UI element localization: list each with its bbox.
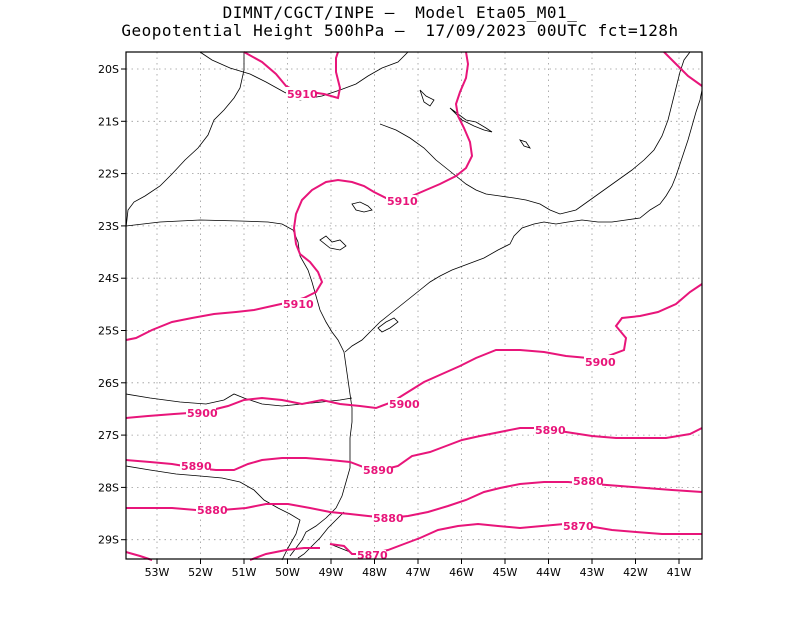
contour-label-5890-a: 5890: [535, 424, 566, 437]
border-rj-mg: [379, 51, 691, 215]
lat-tick-label: 25S: [98, 325, 119, 338]
lat-tick-label: 26S: [98, 377, 119, 390]
contour-5910-east: [125, 51, 474, 341]
contour-label-5880-c: 5880: [197, 504, 228, 517]
lon-tick-label: 50W: [275, 566, 300, 579]
lake-sp-1: [351, 201, 373, 213]
lon-tick-label: 53W: [145, 566, 170, 579]
lon-tick-label: 41W: [667, 566, 692, 579]
lat-tick-label: 22S: [98, 168, 119, 181]
contour-label-5910-b: 5910: [387, 195, 418, 208]
contour-label-5900-b: 5900: [389, 398, 420, 411]
contour-label-5880-b: 5880: [373, 512, 404, 525]
contour-lines: [125, 51, 703, 561]
border-sc: [125, 393, 353, 407]
lon-tick-label: 46W: [449, 566, 474, 579]
contour-label-5900-c: 5900: [187, 407, 218, 420]
lon-tick-label: 43W: [580, 566, 605, 579]
lon-tick-label: 49W: [319, 566, 344, 579]
contour-5870-south: [125, 522, 702, 561]
coast-sc: [335, 351, 353, 509]
grid-lines: [126, 52, 702, 559]
coastline-borders: [125, 51, 703, 561]
contour-label-5870-a: 5870: [563, 520, 594, 533]
contour-label-5910-c: 5910: [283, 298, 314, 311]
lat-tick-label: 23S: [98, 220, 119, 233]
map-title: DIMNT/CGCT/INPE – Model Eta05_M01_ Geopo…: [0, 4, 800, 40]
contour-label-5910-a: 5910: [287, 88, 318, 101]
lat-tick-label: 28S: [98, 481, 119, 494]
lagoon: [297, 511, 351, 559]
contour-label-5900-a: 5900: [585, 356, 616, 369]
lake-mg: [419, 89, 493, 133]
title-line-2: Geopotential Height 500hPa – 17/09/2023 …: [121, 21, 679, 40]
coast-sp: [344, 89, 703, 353]
lake-sp-2: [319, 235, 347, 251]
border-rs: [125, 465, 301, 561]
lon-tick-label: 48W: [362, 566, 387, 579]
lon-tick-label: 47W: [406, 566, 431, 579]
lat-tick-label: 24S: [98, 272, 119, 285]
lon-tick-label: 45W: [493, 566, 518, 579]
lon-tick-label: 42W: [623, 566, 648, 579]
lake-rj: [519, 139, 531, 149]
lat-tick-label: 29S: [98, 534, 119, 547]
contour-5910-north: [243, 51, 342, 100]
lon-tick-label: 44W: [536, 566, 561, 579]
lat-tick-label: 21S: [98, 115, 119, 128]
contour-label-5890-c: 5890: [181, 460, 212, 473]
title-line-1: DIMNT/CGCT/INPE – Model Eta05_M01_: [222, 3, 578, 22]
axis-ticks: 53W 52W 51W 50W 49W 48W 47W 46W 45W 44W 43W 42W 41W 2…: [98, 63, 692, 579]
contour-labels: 5910 5910 5910 5900 5900 5900 5890 5890 …: [180, 87, 616, 562]
contour-5890: [125, 427, 703, 472]
contour-5900: [125, 283, 703, 419]
lon-tick-label: 51W: [232, 566, 257, 579]
contour-label-5870-b: 5870: [357, 549, 388, 562]
border-parana: [125, 219, 345, 353]
contour-label-5880-a: 5880: [573, 475, 604, 488]
map-frame: [125, 51, 703, 560]
border-northwest: [125, 52, 245, 229]
contour-label-5890-b: 5890: [363, 464, 394, 477]
contour-5910-ne-corner: [663, 51, 703, 87]
lat-tick-label: 20S: [98, 63, 119, 76]
lon-tick-label: 52W: [188, 566, 213, 579]
lat-tick-label: 27S: [98, 429, 119, 442]
island: [377, 317, 399, 333]
